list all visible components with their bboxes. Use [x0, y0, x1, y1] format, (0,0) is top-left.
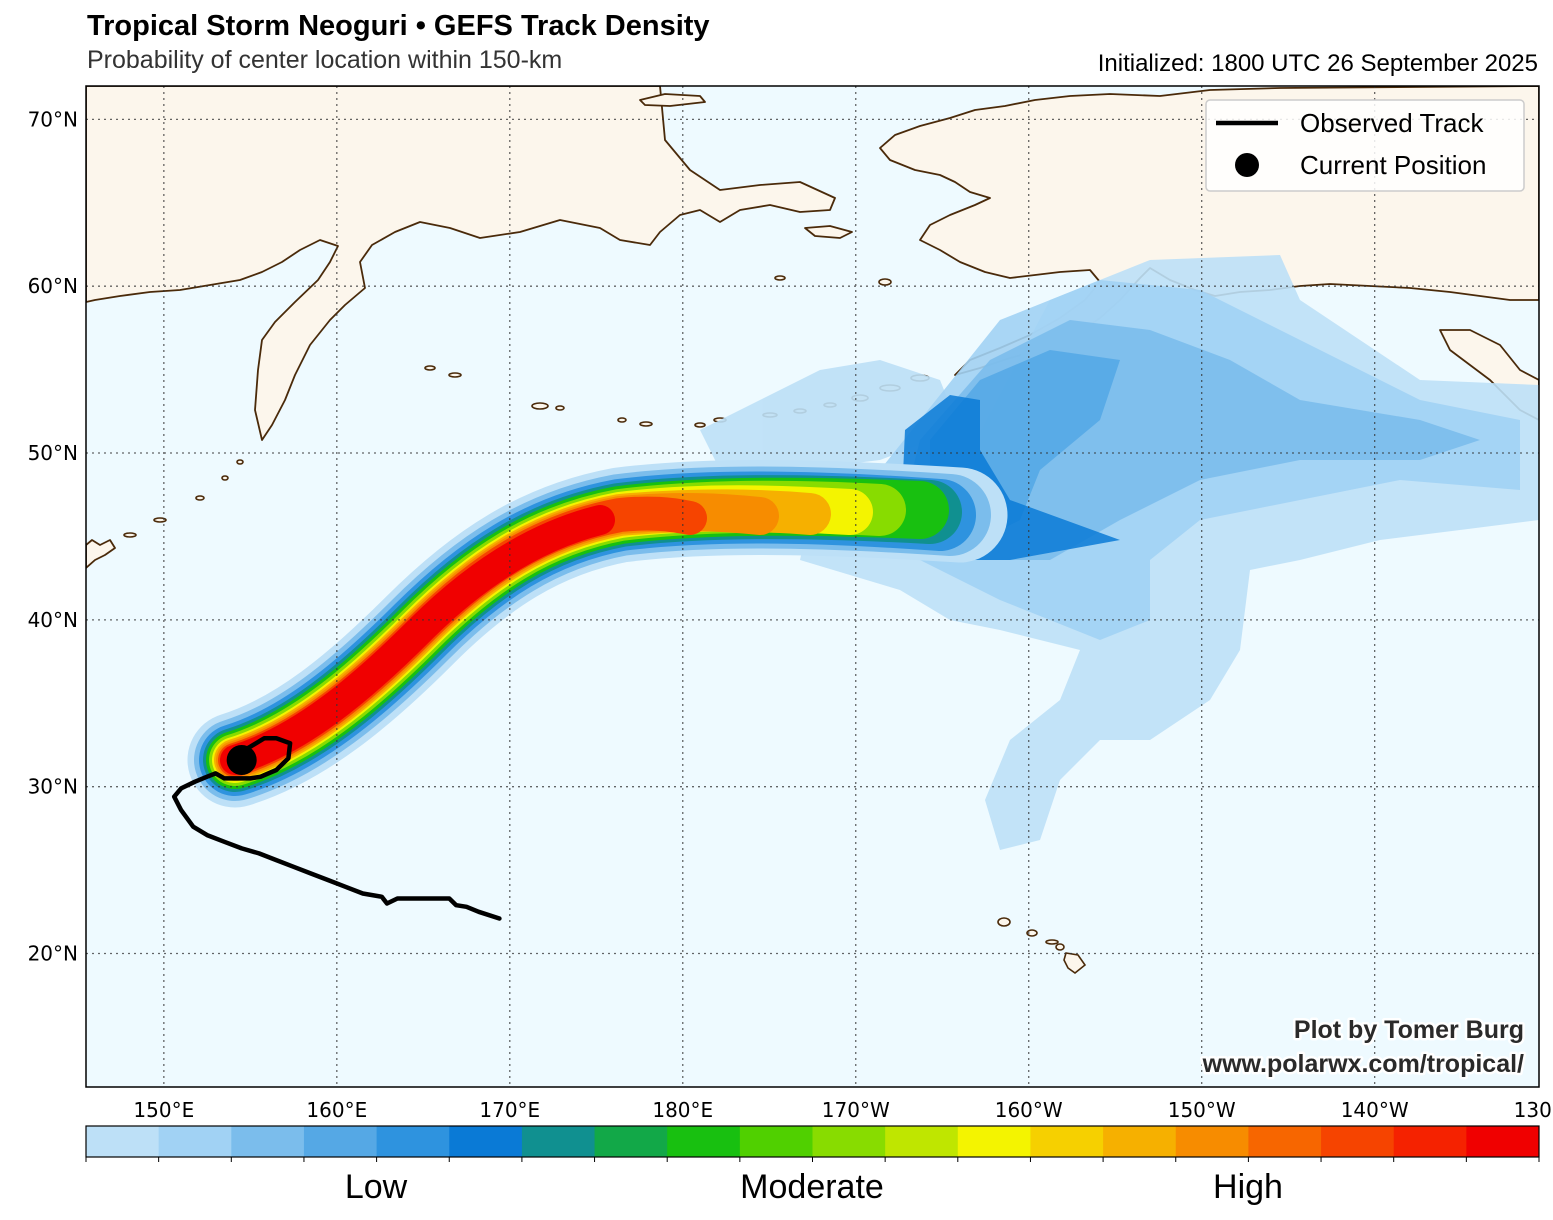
island — [221, 475, 229, 481]
lat-tick-label: 70°N — [28, 107, 78, 131]
current-position-marker — [226, 745, 257, 776]
lon-tick-label: 130°W — [1514, 1098, 1553, 1122]
colorbar-swatch — [594, 1126, 668, 1157]
island-molokai — [1045, 939, 1059, 945]
colorbar-swatch — [303, 1126, 378, 1157]
lon-tick-label: 150°W — [1168, 1098, 1236, 1122]
colorbar-swatch — [376, 1126, 450, 1157]
island — [555, 405, 565, 411]
legend-observed-track: Observed Track — [1300, 108, 1485, 138]
colorbar-swatch — [1248, 1126, 1322, 1157]
island — [153, 517, 167, 523]
initialized-time: Initialized: 1800 UTC 26 September 2025 — [1097, 50, 1538, 77]
track-density — [187, 255, 1539, 850]
legend-dot-swatch — [1235, 153, 1259, 177]
lat-tick-label: 20°N — [28, 942, 78, 966]
island — [878, 278, 892, 286]
island — [531, 402, 549, 410]
island — [617, 417, 627, 423]
legend-current-position: Current Position — [1300, 150, 1486, 180]
credit: Plot by Tomer Burg www.polarwx.com/tropi… — [1199, 1014, 1526, 1081]
island — [123, 532, 137, 538]
island-maui — [1055, 943, 1065, 951]
island — [774, 275, 786, 281]
colorbar-label-moderate: Moderate — [740, 1168, 884, 1206]
lat-tick-label: 40°N — [28, 608, 78, 632]
colorbar-swatch — [521, 1126, 596, 1157]
island — [424, 365, 436, 371]
lon-tick-label: 170°E — [479, 1098, 540, 1122]
colorbar-swatch — [449, 1126, 523, 1157]
lon-tick-label: 140°W — [1341, 1098, 1409, 1122]
corridor-band — [220, 505, 615, 775]
colorbar-swatch — [1321, 1126, 1395, 1157]
observed-track-line — [171, 736, 502, 921]
latitude-labels: 70°N 60°N 50°N 40°N 30°N 20°N — [28, 107, 78, 965]
island — [448, 372, 462, 378]
colorbar-swatch — [1393, 1126, 1467, 1157]
lon-tick-label: 160°E — [306, 1098, 367, 1122]
colorbar-swatch — [885, 1126, 959, 1157]
island — [236, 459, 244, 465]
colorbar-swatch — [1030, 1126, 1104, 1157]
legend: Observed Track Current Position — [1205, 99, 1525, 192]
land-siberia — [86, 86, 836, 441]
legend-box — [1205, 99, 1525, 192]
credit-author: Plot by Tomer Burg — [1294, 1016, 1524, 1044]
lon-tick-label: 150°E — [133, 1098, 194, 1122]
lon-tick-label: 170°W — [822, 1098, 890, 1122]
island — [195, 495, 205, 501]
credit-url: www.polarwx.com/tropical/ — [1202, 1050, 1524, 1078]
land-st-lawrence-island — [804, 225, 853, 239]
colorbar-label-low: Low — [345, 1168, 408, 1206]
colorbar-swatch — [812, 1126, 886, 1157]
colorbar-frame — [85, 1125, 1540, 1158]
colorbar-swatch — [1175, 1126, 1249, 1157]
colorbar-swatch — [231, 1126, 305, 1157]
longitude-labels: 150°E 160°E 170°E 180°E 170°W 160°W 150°W 140°W… — [133, 1098, 1553, 1122]
colorbar-swatch — [667, 1126, 741, 1157]
chart-title: Tropical Storm Neoguri • GEFS Track Dens… — [87, 10, 710, 42]
lon-tick-label: 160°W — [995, 1098, 1063, 1122]
chart-subtitle: Probability of center location within 15… — [87, 46, 563, 74]
lat-tick-label: 60°N — [28, 274, 78, 298]
gridlines — [86, 86, 1539, 1087]
island-big-island — [1063, 952, 1087, 975]
colorbar-swatch — [158, 1126, 232, 1157]
island — [694, 422, 706, 428]
land-wrangel-island — [639, 93, 706, 107]
colorbar-label-high: High — [1213, 1168, 1283, 1206]
colorbar-swatch — [739, 1126, 813, 1157]
island-kauai — [997, 917, 1011, 927]
map-frame — [85, 85, 1540, 1088]
lon-tick-label: 180°E — [652, 1098, 713, 1122]
island — [639, 421, 653, 427]
lat-tick-label: 30°N — [28, 775, 78, 799]
density-corridor — [187, 460, 1008, 808]
island-oahu — [1026, 929, 1038, 937]
lat-tick-label: 50°N — [28, 441, 78, 465]
colorbar-swatch — [1466, 1126, 1540, 1157]
colorbar — [85, 1125, 1540, 1162]
colorbar-swatch — [1103, 1126, 1177, 1157]
land-japan — [86, 539, 116, 569]
colorbar-swatch — [957, 1126, 1031, 1157]
colorbar-swatch — [86, 1126, 160, 1157]
